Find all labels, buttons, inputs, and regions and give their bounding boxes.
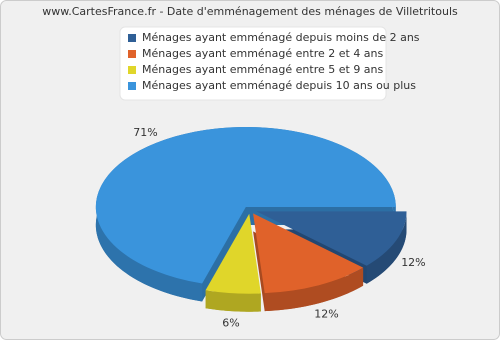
slice-side <box>366 211 407 284</box>
legend-swatch <box>128 50 136 58</box>
legend-swatch <box>128 82 136 90</box>
legend-swatch <box>128 34 136 42</box>
slice <box>253 213 364 294</box>
legend-box <box>119 26 387 101</box>
legend-label: Ménages ayant emménagé depuis 10 ans ou … <box>142 79 416 92</box>
legend-swatch <box>128 66 136 74</box>
legend-label: Ménages ayant emménagé depuis moins de 2… <box>142 31 420 44</box>
slice <box>256 211 407 266</box>
slice-side <box>205 290 261 312</box>
slice <box>205 213 261 294</box>
value-label: 71% <box>133 126 157 139</box>
legend-label: Ménages ayant emménagé entre 2 et 4 ans <box>142 47 384 60</box>
value-label: 12% <box>401 256 425 269</box>
value-label: 12% <box>314 307 338 320</box>
slice-side <box>264 267 364 312</box>
value-label: 6% <box>222 316 239 329</box>
legend-label: Ménages ayant emménagé entre 5 et 9 ans <box>142 63 384 76</box>
slice <box>95 127 396 284</box>
chart-title: www.CartesFrance.fr - Date d'emménagemen… <box>42 5 458 18</box>
